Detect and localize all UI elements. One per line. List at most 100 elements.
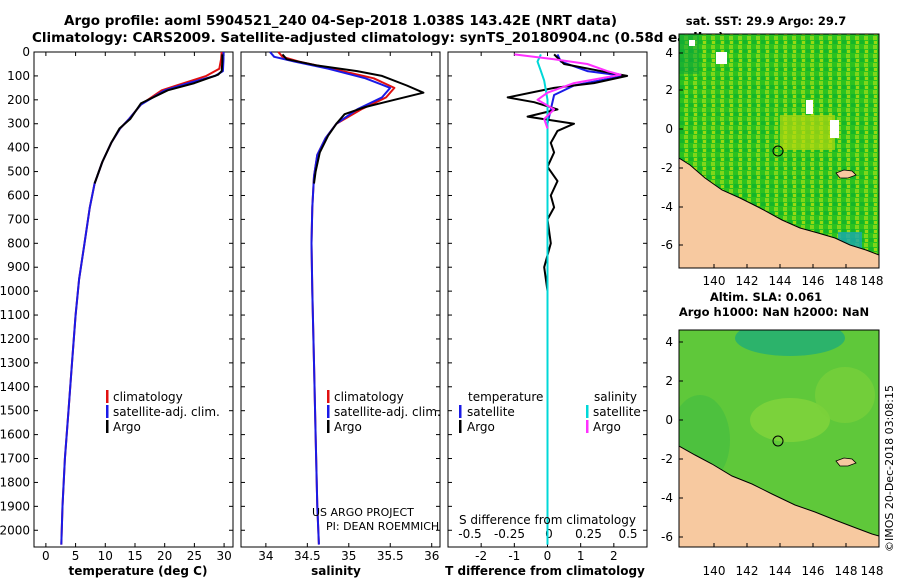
legend-swatch-satellite [106,405,109,418]
series-line [514,53,622,129]
sla-argo-location-marker [772,435,784,447]
legend-swatch-t-satellite [459,405,462,418]
legend-swatch-satellite-2 [327,405,330,418]
x-tick-label: 36 [424,549,439,563]
sla-land-new-guinea [679,445,879,547]
sla-lon-tick-label: 144 [769,564,792,578]
sst-lon-tick-label: 142 [736,274,759,288]
sst-map-frame [678,33,880,269]
sla-lat-tick-label: 4 [665,335,673,349]
series-line [536,53,549,545]
temperature-panel-frame [33,51,234,548]
legend-climatology: climatology [113,390,183,404]
x-tick-label: -1 [508,549,520,563]
sst-map-title: sat. SST: 29.9 Argo: 29.7 [686,14,846,28]
legend-temperature-heading: temperature [468,390,543,404]
legend-s-argo: Argo [593,420,621,434]
series-line [506,53,629,292]
sst-cloud-mask-4 [689,40,695,46]
map-axis-ticks: 1401401421421441441461461481481481484422… [661,46,883,578]
figure-title-line2: Climatology: CARS2009. Satellite-adjuste… [32,30,724,46]
axis-ticks: 0100200300400500600700800900100011001200… [0,45,647,563]
sst-lat-tick-label: 2 [665,83,673,97]
legend-swatch-climatology [106,390,109,403]
sla-low-region [735,330,845,356]
s-diff-tick-label: 0.25 [575,527,602,541]
t-difference-axis-label: T difference from climatology [445,564,645,578]
altim-map-title-line2: Argo h1000: NaN h2000: NaN [679,305,869,319]
legend-satellite-2: satellite-adj. clim. [334,405,441,419]
sst-lat-tick-label: -6 [661,238,673,252]
sst-lon-tick-label: 146 [802,274,825,288]
altimetry-map [678,329,880,548]
sst-lon-tick-label: 148 [835,274,858,288]
legend-s-satellite: satellite [593,405,641,419]
sla-lat-tick-label: -4 [661,491,673,505]
series-line [269,51,392,545]
credit-project: US ARGO PROJECT [312,506,414,519]
legend-t-argo: Argo [467,420,495,434]
depth-tick-label: 700 [7,212,30,226]
legend-t-satellite: satellite [467,405,515,419]
depth-tick-label: 1700 [0,452,30,466]
legend-climatology-2: climatology [334,390,404,404]
s-diff-tick-label: 0.5 [618,527,637,541]
legend-satellite: satellite-adj. clim. [113,405,220,419]
temperature-axis-label: temperature (deg C) [69,564,208,578]
depth-tick-label: 1900 [0,499,30,513]
legend-argo: Argo [113,420,141,434]
s-diff-tick-label: -0.5 [458,527,481,541]
temperature-legend: climatology satellite-adj. clim. Argo [106,390,220,434]
altim-map-frame [678,329,880,548]
x-tick-label: 35 [341,549,356,563]
sst-lon-tick-label: 148 [861,274,884,288]
depth-tick-label: 200 [7,93,30,107]
x-tick-label: 2 [610,549,618,563]
depth-tick-label: 2000 [0,523,30,537]
sst-island [835,169,857,179]
depth-tick-label: 1000 [0,284,30,298]
sst-lat-tick-label: 0 [665,122,673,136]
legend-salinity-heading: salinity [594,390,637,404]
x-tick-label: 25 [187,549,202,563]
salinity-legend: climatology satellite-adj. clim. Argo US… [312,390,441,533]
sst-cloud-mask-1 [716,52,727,64]
series-line [281,53,425,184]
legend-argo-2: Argo [334,420,362,434]
s-difference-axis-label: S difference from climatology [459,513,636,527]
x-tick-label: 5 [72,549,80,563]
sla-lon-tick-label: 140 [703,564,726,578]
legend-swatch-climatology-2 [327,390,330,403]
x-tick-label: -2 [475,549,487,563]
depth-tick-label: 1100 [0,308,30,322]
x-tick-label: 0 [42,549,50,563]
sst-lat-tick-label: -2 [661,161,673,175]
imos-credit: ©IMOS 20-Dec-2018 03:08:15 [883,385,896,552]
difference-legend: temperature salinity satellite Argo sate… [459,390,641,527]
sla-lat-tick-label: -6 [661,530,673,544]
depth-tick-label: 1400 [0,380,30,394]
sla-lon-tick-label: 148 [835,564,858,578]
altim-map-title-line1: Altim. SLA: 0.061 [710,290,822,304]
depth-tick-label: 1600 [0,428,30,442]
depth-tick-label: 800 [7,236,30,250]
sla-lat-tick-label: -2 [661,452,673,466]
x-tick-label: 34.5 [294,549,321,563]
sla-lon-tick-label: 146 [802,564,825,578]
depth-tick-label: 1300 [0,356,30,370]
legend-swatch-argo [106,420,109,433]
series-line [93,54,224,184]
x-tick-label: 30 [216,549,231,563]
sst-land-new-guinea [679,157,879,268]
series-line [546,53,625,545]
x-tick-label: 15 [127,549,142,563]
sla-lat-tick-label: 0 [665,413,673,427]
depth-tick-label: 400 [7,141,30,155]
figure-title-line1: Argo profile: aoml 5904521_240 04-Sep-20… [64,13,617,29]
series-line [277,51,396,545]
legend-swatch-s-argo [586,420,589,433]
x-tick-label: 0 [544,549,552,563]
sst-argo-location-marker [772,145,784,157]
legend-swatch-argo-2 [327,420,330,433]
